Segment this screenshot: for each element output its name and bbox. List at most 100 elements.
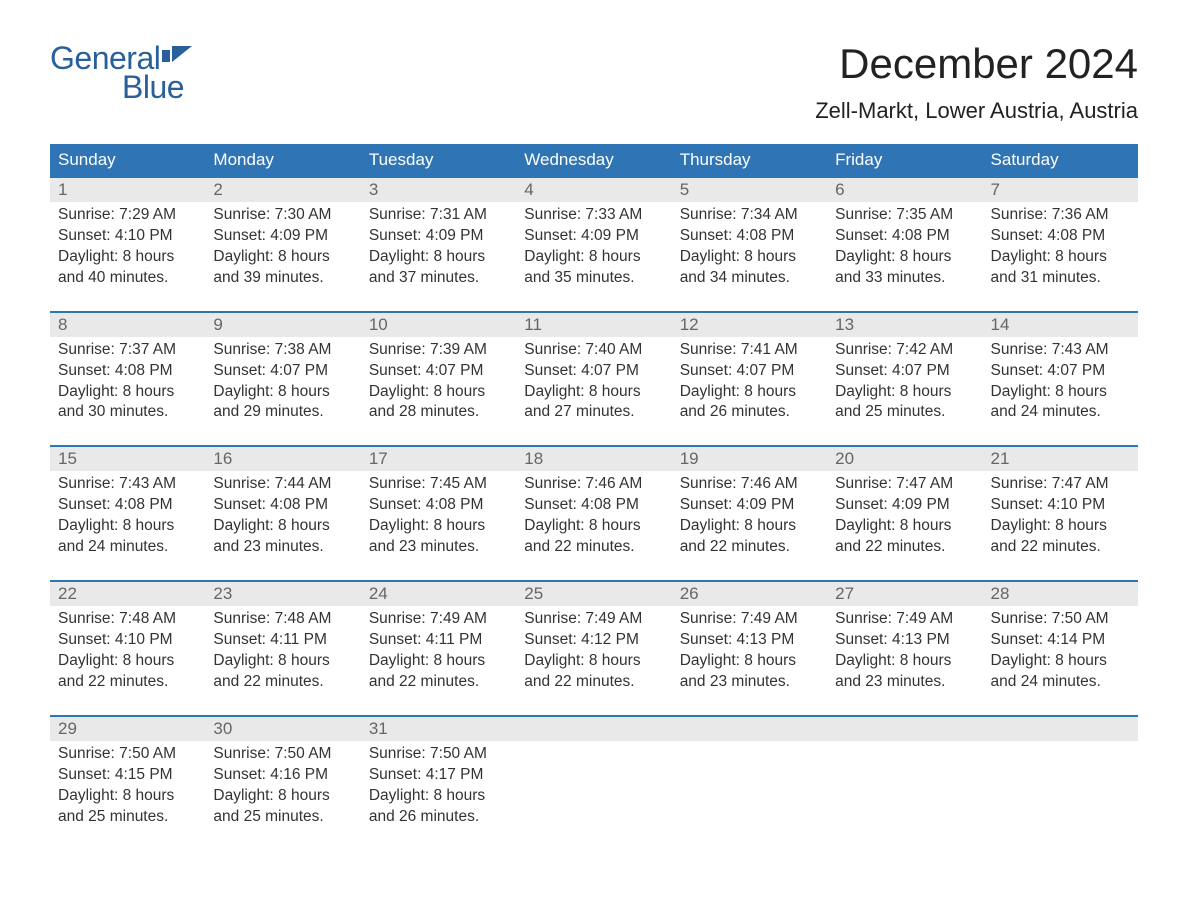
day-cell: Sunrise: 7:44 AMSunset: 4:08 PMDaylight:… bbox=[205, 471, 360, 581]
sunset-line: Sunset: 4:11 PM bbox=[213, 630, 352, 651]
daylight-line-2: and 26 minutes. bbox=[680, 402, 819, 423]
day-body: Sunrise: 7:35 AMSunset: 4:08 PMDaylight:… bbox=[835, 202, 974, 289]
day-header: Tuesday bbox=[361, 144, 516, 177]
week-number-row: 891011121314 bbox=[50, 312, 1138, 337]
day-cell: Sunrise: 7:35 AMSunset: 4:08 PMDaylight:… bbox=[827, 202, 982, 312]
day-body: Sunrise: 7:49 AMSunset: 4:13 PMDaylight:… bbox=[835, 606, 974, 693]
day-cell: Sunrise: 7:45 AMSunset: 4:08 PMDaylight:… bbox=[361, 471, 516, 581]
day-body: Sunrise: 7:50 AMSunset: 4:14 PMDaylight:… bbox=[991, 606, 1130, 693]
sunset-line: Sunset: 4:10 PM bbox=[991, 495, 1130, 516]
sunset-line: Sunset: 4:15 PM bbox=[58, 765, 197, 786]
day-body: Sunrise: 7:39 AMSunset: 4:07 PMDaylight:… bbox=[369, 337, 508, 424]
day-body: Sunrise: 7:50 AMSunset: 4:15 PMDaylight:… bbox=[58, 741, 197, 828]
title-block: December 2024 Zell-Markt, Lower Austria,… bbox=[815, 40, 1138, 124]
daylight-line-2: and 22 minutes. bbox=[680, 537, 819, 558]
day-number-cell bbox=[983, 716, 1138, 741]
daylight-line-1: Daylight: 8 hours bbox=[369, 382, 508, 403]
sunrise-line: Sunrise: 7:50 AM bbox=[991, 609, 1130, 630]
sunset-line: Sunset: 4:09 PM bbox=[835, 495, 974, 516]
day-number-cell: 19 bbox=[672, 446, 827, 471]
daylight-line-2: and 37 minutes. bbox=[369, 268, 508, 289]
day-number-cell: 9 bbox=[205, 312, 360, 337]
daylight-line-2: and 34 minutes. bbox=[680, 268, 819, 289]
daylight-line-2: and 24 minutes. bbox=[58, 537, 197, 558]
week-body-row: Sunrise: 7:43 AMSunset: 4:08 PMDaylight:… bbox=[50, 471, 1138, 581]
day-number-cell: 18 bbox=[516, 446, 671, 471]
day-header: Thursday bbox=[672, 144, 827, 177]
day-cell: Sunrise: 7:43 AMSunset: 4:08 PMDaylight:… bbox=[50, 471, 205, 581]
day-header-row: Sunday Monday Tuesday Wednesday Thursday… bbox=[50, 144, 1138, 177]
daylight-line-2: and 23 minutes. bbox=[835, 672, 974, 693]
daylight-line-1: Daylight: 8 hours bbox=[835, 651, 974, 672]
daylight-line-2: and 22 minutes. bbox=[524, 672, 663, 693]
day-number-cell bbox=[516, 716, 671, 741]
day-cell: Sunrise: 7:49 AMSunset: 4:11 PMDaylight:… bbox=[361, 606, 516, 716]
daylight-line-1: Daylight: 8 hours bbox=[369, 516, 508, 537]
sunset-line: Sunset: 4:17 PM bbox=[369, 765, 508, 786]
sunset-line: Sunset: 4:16 PM bbox=[213, 765, 352, 786]
day-header: Monday bbox=[205, 144, 360, 177]
sunrise-line: Sunrise: 7:45 AM bbox=[369, 474, 508, 495]
sunset-line: Sunset: 4:13 PM bbox=[835, 630, 974, 651]
day-cell: Sunrise: 7:42 AMSunset: 4:07 PMDaylight:… bbox=[827, 337, 982, 447]
day-header: Wednesday bbox=[516, 144, 671, 177]
sunrise-line: Sunrise: 7:43 AM bbox=[991, 340, 1130, 361]
daylight-line-2: and 40 minutes. bbox=[58, 268, 197, 289]
sunset-line: Sunset: 4:11 PM bbox=[369, 630, 508, 651]
day-body: Sunrise: 7:33 AMSunset: 4:09 PMDaylight:… bbox=[524, 202, 663, 289]
sunrise-line: Sunrise: 7:47 AM bbox=[835, 474, 974, 495]
day-body: Sunrise: 7:38 AMSunset: 4:07 PMDaylight:… bbox=[213, 337, 352, 424]
day-cell: Sunrise: 7:33 AMSunset: 4:09 PMDaylight:… bbox=[516, 202, 671, 312]
day-body: Sunrise: 7:41 AMSunset: 4:07 PMDaylight:… bbox=[680, 337, 819, 424]
sunrise-line: Sunrise: 7:31 AM bbox=[369, 205, 508, 226]
daylight-line-1: Daylight: 8 hours bbox=[213, 382, 352, 403]
daylight-line-2: and 24 minutes. bbox=[991, 672, 1130, 693]
daylight-line-1: Daylight: 8 hours bbox=[58, 382, 197, 403]
daylight-line-1: Daylight: 8 hours bbox=[369, 651, 508, 672]
day-body: Sunrise: 7:42 AMSunset: 4:07 PMDaylight:… bbox=[835, 337, 974, 424]
daylight-line-2: and 27 minutes. bbox=[524, 402, 663, 423]
day-number-cell: 29 bbox=[50, 716, 205, 741]
day-body: Sunrise: 7:49 AMSunset: 4:12 PMDaylight:… bbox=[524, 606, 663, 693]
daylight-line-2: and 25 minutes. bbox=[835, 402, 974, 423]
daylight-line-2: and 22 minutes. bbox=[991, 537, 1130, 558]
day-cell: Sunrise: 7:34 AMSunset: 4:08 PMDaylight:… bbox=[672, 202, 827, 312]
daylight-line-1: Daylight: 8 hours bbox=[991, 247, 1130, 268]
day-body: Sunrise: 7:46 AMSunset: 4:08 PMDaylight:… bbox=[524, 471, 663, 558]
day-cell bbox=[827, 741, 982, 850]
day-cell: Sunrise: 7:47 AMSunset: 4:09 PMDaylight:… bbox=[827, 471, 982, 581]
daylight-line-2: and 22 minutes. bbox=[213, 672, 352, 693]
sunset-line: Sunset: 4:13 PM bbox=[680, 630, 819, 651]
week-body-row: Sunrise: 7:37 AMSunset: 4:08 PMDaylight:… bbox=[50, 337, 1138, 447]
day-number-cell: 25 bbox=[516, 581, 671, 606]
daylight-line-1: Daylight: 8 hours bbox=[524, 516, 663, 537]
daylight-line-1: Daylight: 8 hours bbox=[680, 516, 819, 537]
daylight-line-1: Daylight: 8 hours bbox=[58, 651, 197, 672]
sunrise-line: Sunrise: 7:37 AM bbox=[58, 340, 197, 361]
sunrise-line: Sunrise: 7:48 AM bbox=[213, 609, 352, 630]
day-cell: Sunrise: 7:36 AMSunset: 4:08 PMDaylight:… bbox=[983, 202, 1138, 312]
day-body: Sunrise: 7:40 AMSunset: 4:07 PMDaylight:… bbox=[524, 337, 663, 424]
sunrise-line: Sunrise: 7:35 AM bbox=[835, 205, 974, 226]
day-number-cell: 3 bbox=[361, 177, 516, 202]
sunrise-line: Sunrise: 7:50 AM bbox=[58, 744, 197, 765]
day-body: Sunrise: 7:43 AMSunset: 4:07 PMDaylight:… bbox=[991, 337, 1130, 424]
day-cell: Sunrise: 7:37 AMSunset: 4:08 PMDaylight:… bbox=[50, 337, 205, 447]
sunset-line: Sunset: 4:07 PM bbox=[369, 361, 508, 382]
daylight-line-2: and 24 minutes. bbox=[991, 402, 1130, 423]
month-title: December 2024 bbox=[815, 40, 1138, 88]
daylight-line-2: and 26 minutes. bbox=[369, 807, 508, 828]
sunrise-line: Sunrise: 7:50 AM bbox=[213, 744, 352, 765]
daylight-line-1: Daylight: 8 hours bbox=[991, 651, 1130, 672]
day-cell: Sunrise: 7:43 AMSunset: 4:07 PMDaylight:… bbox=[983, 337, 1138, 447]
week-number-row: 15161718192021 bbox=[50, 446, 1138, 471]
day-body: Sunrise: 7:49 AMSunset: 4:13 PMDaylight:… bbox=[680, 606, 819, 693]
day-cell: Sunrise: 7:46 AMSunset: 4:09 PMDaylight:… bbox=[672, 471, 827, 581]
daylight-line-1: Daylight: 8 hours bbox=[524, 247, 663, 268]
daylight-line-1: Daylight: 8 hours bbox=[213, 786, 352, 807]
daylight-line-1: Daylight: 8 hours bbox=[835, 247, 974, 268]
day-cell: Sunrise: 7:50 AMSunset: 4:16 PMDaylight:… bbox=[205, 741, 360, 850]
sunset-line: Sunset: 4:07 PM bbox=[991, 361, 1130, 382]
week-body-row: Sunrise: 7:29 AMSunset: 4:10 PMDaylight:… bbox=[50, 202, 1138, 312]
day-body: Sunrise: 7:46 AMSunset: 4:09 PMDaylight:… bbox=[680, 471, 819, 558]
